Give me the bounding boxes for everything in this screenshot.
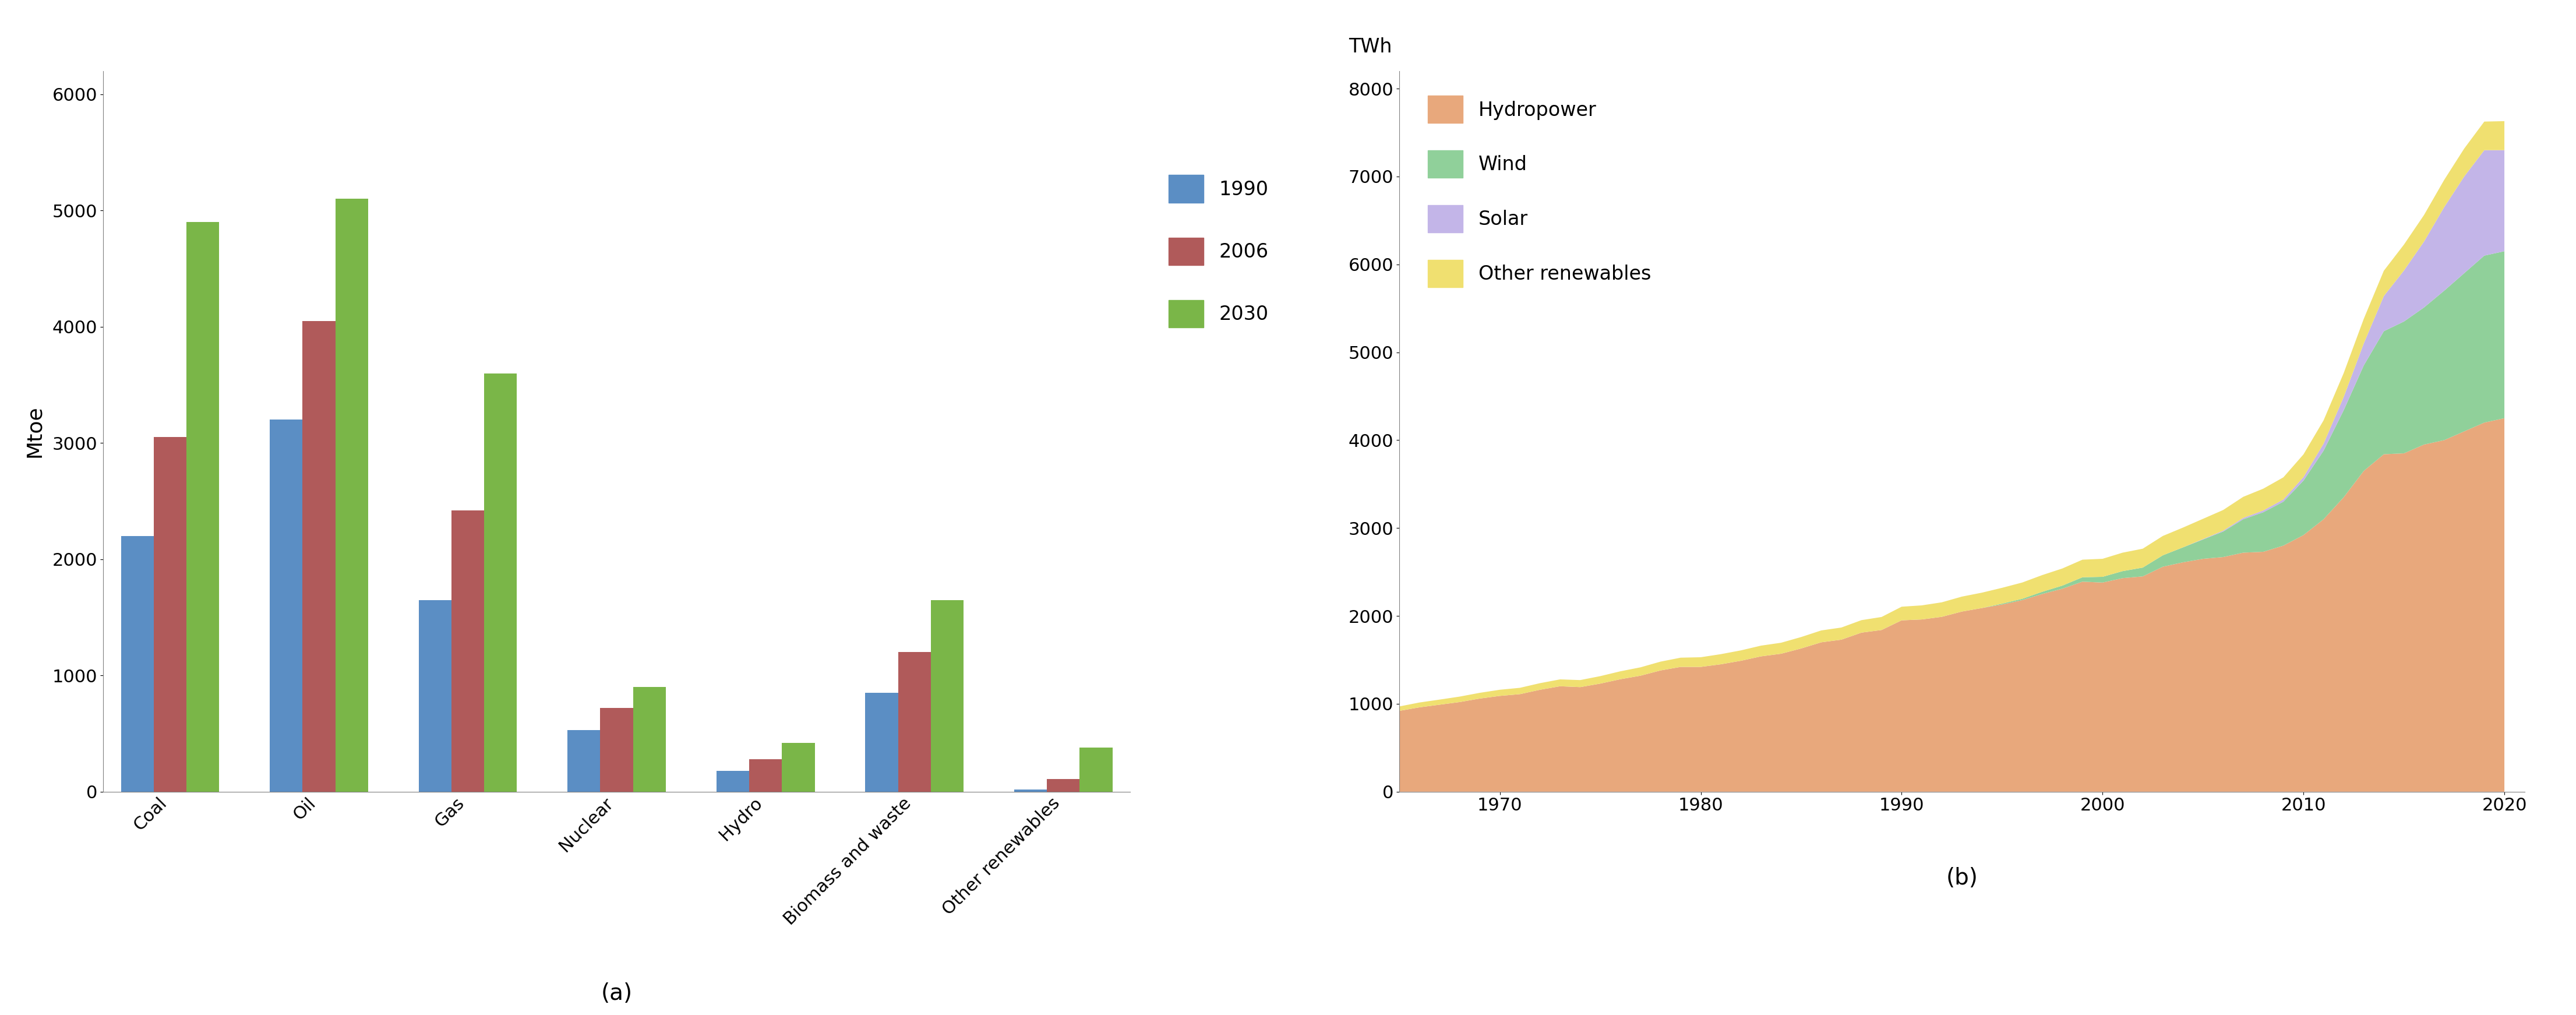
- Bar: [484, 374, 518, 792]
- Bar: [335, 199, 368, 792]
- Bar: [301, 321, 335, 792]
- Text: TWh: TWh: [1350, 38, 1391, 57]
- Text: (b): (b): [1945, 867, 1978, 889]
- Bar: [1015, 790, 1046, 792]
- Bar: [750, 759, 783, 792]
- Bar: [1079, 747, 1113, 792]
- Legend: Hydropower, Wind, Solar, Other renewables: Hydropower, Wind, Solar, Other renewable…: [1419, 88, 1659, 295]
- Bar: [155, 437, 185, 792]
- Bar: [420, 600, 451, 792]
- Bar: [866, 693, 899, 792]
- Bar: [634, 687, 665, 792]
- Bar: [899, 653, 930, 792]
- Bar: [1046, 779, 1079, 792]
- Bar: [451, 511, 484, 792]
- Bar: [185, 222, 219, 792]
- Legend: 1990, 2006, 2030: 1990, 2006, 2030: [1162, 167, 1275, 335]
- Bar: [121, 536, 155, 792]
- Bar: [567, 730, 600, 792]
- Bar: [930, 600, 963, 792]
- Text: (a): (a): [600, 983, 634, 1005]
- Bar: [270, 420, 301, 792]
- Y-axis label: Mtoe: Mtoe: [23, 405, 44, 458]
- Bar: [600, 708, 634, 792]
- Bar: [783, 743, 814, 792]
- Bar: [716, 770, 750, 792]
